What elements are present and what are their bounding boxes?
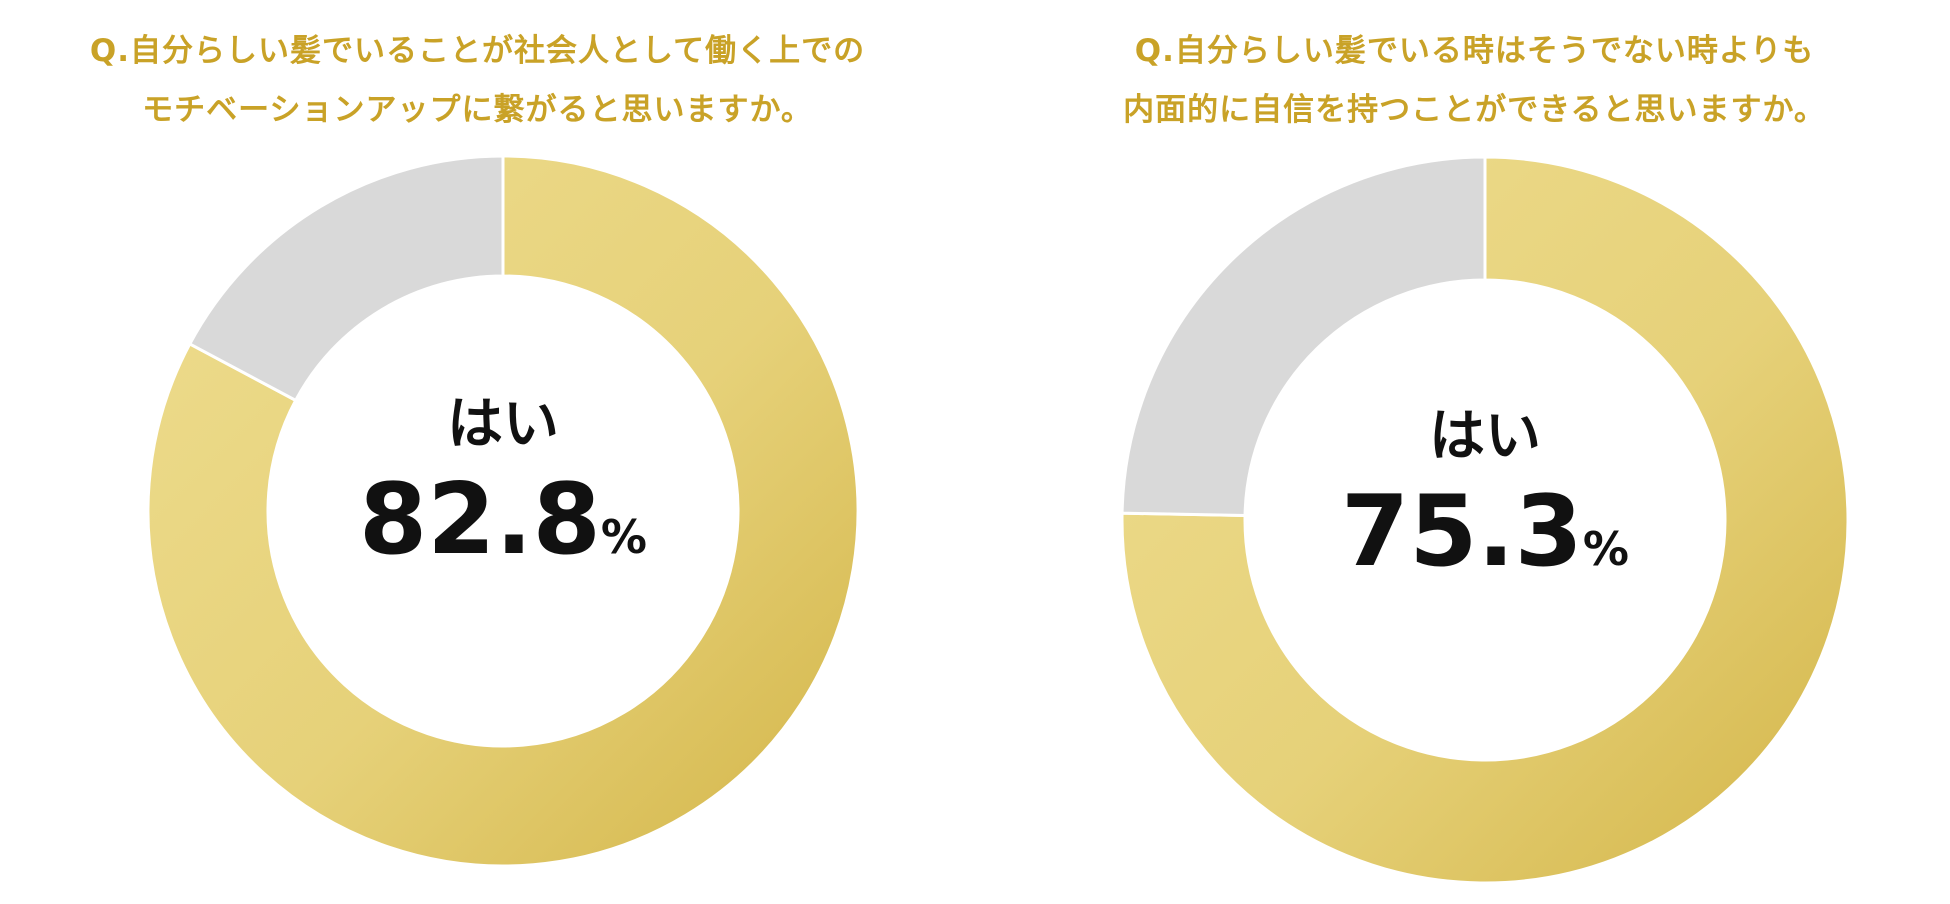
donut-slices — [146, 154, 860, 868]
donut-slices — [1120, 155, 1850, 885]
donut-chart: はい 75.3% — [1120, 155, 1850, 885]
chart-panel-right: Q.自分らしい髪でいる時はそうでない時よりも 内面的に自信を持つことができると思… — [975, 0, 1950, 904]
center-value-number: 82.8 — [359, 463, 601, 577]
donut-slice-other — [187, 154, 505, 403]
donut-slice-yes — [1120, 155, 1850, 885]
chart-title-line-2: 内面的に自信を持つことができると思いますか。 — [1123, 92, 1826, 128]
center-category-label: はい — [447, 392, 559, 457]
donut-slice-yes — [146, 154, 860, 868]
center-value-number: 75.3 — [1341, 475, 1583, 589]
center-value-unit: % — [1583, 522, 1629, 576]
chart-panel-left: Q.自分らしい髪でいることが社会人として働く上での モチベーションアップに繋がる… — [89, 33, 866, 868]
center-value-label: 75.3% — [1341, 475, 1629, 589]
chart-title-line-2: モチベーションアップに繋がると思いますか。 — [142, 92, 813, 128]
donut-chart: はい 82.8% — [146, 154, 860, 868]
center-category-label: はい — [1429, 404, 1541, 469]
donut-slice-other — [1120, 155, 1487, 518]
chart-title-line-1: Q.自分らしい髪でいることが社会人として働く上での — [89, 33, 866, 69]
center-value-label: 82.8% — [359, 463, 647, 577]
center-value-unit: % — [601, 510, 647, 564]
chart-title-line-1: Q.自分らしい髪でいる時はそうでない時よりも — [1134, 33, 1815, 69]
